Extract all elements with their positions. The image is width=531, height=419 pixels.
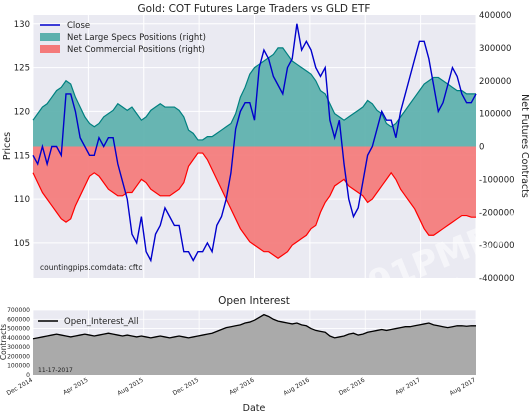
date-annotation: 11-17-2017 bbox=[38, 367, 73, 374]
legend-commercial-label: Net Commercial Positions (right) bbox=[67, 45, 205, 55]
top-right-tick-label: 100000 bbox=[479, 110, 511, 120]
bottom-y-tick-label: 500000 bbox=[7, 326, 30, 333]
open-interest-line bbox=[32, 313, 476, 340]
bottom-x-tick-label: Dec 2015 bbox=[172, 377, 201, 398]
top-right-tick-label: -100000 bbox=[479, 175, 515, 185]
bottom-x-tick-label: Dec 2016 bbox=[338, 377, 367, 398]
legend-oi-label: Open_Interest_All bbox=[64, 317, 139, 327]
bottom-x-tick-label: Dec 2014 bbox=[6, 377, 35, 398]
top-right-tick-label: 200000 bbox=[479, 77, 511, 87]
top-right-tick-label: 400000 bbox=[479, 11, 511, 21]
top-right-tick-label: -300000 bbox=[479, 241, 515, 251]
top-ylabel-right: Net Futures Contracts bbox=[519, 94, 530, 198]
bottom-x-tick-label: Apr 2016 bbox=[228, 377, 256, 397]
bottom-y-ticks: 0 100000 200000 300000 400000 500000 600000 700… bbox=[7, 307, 30, 379]
bottom-x-tick-label: Apr 2015 bbox=[62, 377, 90, 397]
open-interest-area bbox=[33, 314, 476, 375]
top-right-tick-label: 0 bbox=[479, 143, 484, 153]
bottom-xlabel: Date bbox=[243, 403, 266, 414]
top-legend: Close Net Large Specs Positions (right) … bbox=[40, 21, 206, 55]
top-left-tick-label: 105 bbox=[14, 239, 30, 249]
top-chart-title: Gold: COT Futures Large Traders vs GLD E… bbox=[138, 3, 371, 15]
bottom-y-tick-label: 200000 bbox=[7, 353, 30, 360]
bottom-legend: Open_Interest_All bbox=[38, 317, 139, 327]
top-areas bbox=[32, 47, 476, 260]
net-large-specs-area-edge bbox=[32, 47, 476, 141]
data-annotation: data: cftc bbox=[107, 263, 143, 272]
top-left-tick-label: 115 bbox=[14, 151, 30, 161]
top-left-tick-label: 125 bbox=[14, 64, 30, 74]
bottom-x-tick-label: Apr 2017 bbox=[394, 377, 422, 397]
top-right-tick-label: 300000 bbox=[479, 44, 511, 54]
bottom-y-tick-label: 0 bbox=[26, 372, 30, 379]
top-left-tick-label: 110 bbox=[14, 195, 30, 205]
top-right-tick-label: -400000 bbox=[479, 274, 515, 284]
net-commercial-area-edge bbox=[32, 152, 476, 260]
top-left-ticks: 105 110 115 120 125 130 bbox=[14, 20, 30, 249]
legend-specs-swatch bbox=[40, 33, 60, 41]
bottom-chart-title: Open Interest bbox=[218, 295, 290, 307]
net-large-specs-area bbox=[33, 47, 476, 147]
legend-commercial-swatch bbox=[40, 45, 60, 53]
bottom-x-tick-label: Aug 2015 bbox=[116, 377, 145, 398]
top-left-tick-label: 130 bbox=[14, 20, 30, 30]
bottom-y-tick-label: 300000 bbox=[7, 344, 30, 351]
top-right-tick-label: -200000 bbox=[479, 208, 515, 218]
bottom-y-tick-label: 100000 bbox=[7, 363, 30, 370]
bottom-x-tick-label: Aug 2016 bbox=[282, 377, 311, 398]
bottom-x-ticks: Dec 2014 Apr 2015 Aug 2015 Dec 2015 Apr 2016… bbox=[6, 377, 478, 398]
bottom-y-tick-label: 400000 bbox=[7, 335, 30, 342]
bottom-ylabel: Contracts bbox=[0, 324, 8, 360]
top-left-tick-label: 120 bbox=[14, 107, 30, 117]
source-annotation: countingpips.com bbox=[40, 263, 107, 272]
legend-specs-label: Net Large Specs Positions (right) bbox=[67, 33, 206, 43]
legend-close-label: Close bbox=[67, 21, 90, 31]
top-ylabel: Prices bbox=[2, 132, 13, 160]
close-line bbox=[32, 23, 477, 263]
bottom-x-tick-label: Aug 2017 bbox=[448, 377, 477, 398]
net-commercial-area bbox=[33, 146, 476, 259]
top-right-ticks: -400000 -300000 -200000 -100000 0 100000 20000… bbox=[479, 11, 515, 284]
bottom-y-tick-label: 700000 bbox=[7, 307, 30, 314]
bottom-y-tick-label: 600000 bbox=[7, 316, 30, 323]
